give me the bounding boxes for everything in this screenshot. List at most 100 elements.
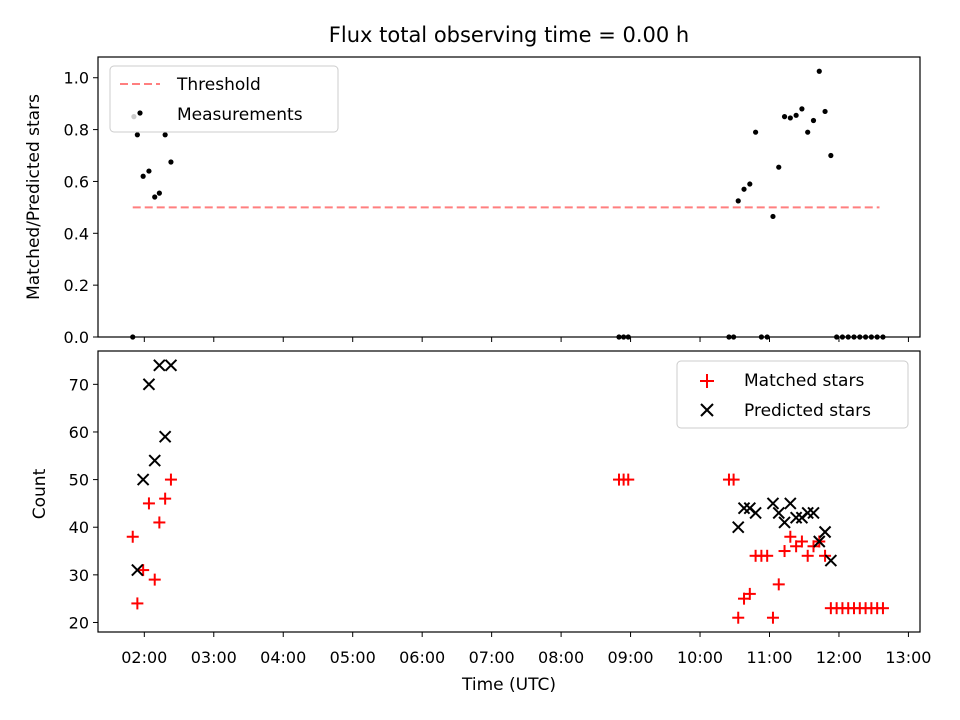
bottom-x-tick-label: 13:00 <box>885 648 931 667</box>
bottom-panel-marks <box>126 359 889 624</box>
measurements-point <box>787 115 793 121</box>
predicted-stars-point <box>801 506 814 520</box>
predicted-stars-point <box>784 497 797 510</box>
bottom-y-tick-label: 20 <box>69 613 89 632</box>
matched-stars-point <box>732 611 745 624</box>
matched-stars-point <box>159 492 172 505</box>
measurements-point <box>805 129 811 135</box>
measurements-point <box>793 112 799 118</box>
matched-stars-point <box>137 564 150 577</box>
predicted-stars-point <box>807 506 820 520</box>
bottom-y-tick-label: 70 <box>69 375 89 394</box>
predicted-stars-point <box>789 511 803 524</box>
top-y-tick-label: 0.0 <box>64 328 89 347</box>
matched-stars-point <box>778 545 791 558</box>
legend-measurements-label: Measurements <box>177 105 303 125</box>
legend-matched-swatch <box>700 374 714 388</box>
top-y-tick-label: 1.0 <box>64 69 89 88</box>
measurements-point <box>753 129 759 135</box>
bottom-x-tick-label: 07:00 <box>469 648 515 667</box>
predicted-stars-point <box>158 430 172 443</box>
predicted-stars-point <box>153 359 166 372</box>
predicted-stars-point <box>824 554 838 567</box>
measurements-point <box>776 164 782 170</box>
matched-stars-point <box>876 602 889 615</box>
measurements-point <box>770 213 776 220</box>
top-y-axis-label: Matched/Predicted stars <box>24 94 44 300</box>
matched-stars-point <box>766 611 779 624</box>
bottom-legend: Matched stars Predicted stars <box>676 360 909 429</box>
measurements-point <box>134 132 140 138</box>
x-axis-label: Time (UTC) <box>461 675 556 695</box>
bottom-panel-ticks: 20 30 40 50 60 70 02:00 03:00 04:00 05:00 06:00 07:… <box>69 375 932 667</box>
predicted-stars-point <box>131 563 144 577</box>
matched-stars-point <box>148 573 161 586</box>
bottom-x-tick-label: 03:00 <box>191 648 237 667</box>
matched-stars-point <box>743 587 756 600</box>
matched-stars-point <box>153 516 166 529</box>
measurements-point <box>168 159 174 165</box>
bottom-x-tick-label: 11:00 <box>746 648 792 667</box>
bottom-x-tick-label: 09:00 <box>608 648 654 667</box>
bottom-x-tick-label: 04:00 <box>260 648 306 667</box>
bottom-x-tick-label: 02:00 <box>121 648 167 667</box>
matched-stars-point <box>727 473 740 486</box>
matched-stars-point <box>772 578 785 591</box>
predicted-stars-point <box>142 378 156 391</box>
measurements-point <box>781 114 788 120</box>
bottom-panel-frame <box>97 350 921 633</box>
bottom-x-tick-label: 10:00 <box>677 648 723 667</box>
bottom-x-tick-label: 05:00 <box>330 648 376 667</box>
top-panel-frame <box>97 56 921 338</box>
measurements-point <box>816 68 822 74</box>
measurements-point <box>735 198 741 204</box>
predicted-stars-point <box>136 473 150 486</box>
legend-threshold-label: Threshold <box>176 75 261 95</box>
measurements-point <box>828 152 834 159</box>
chart-title: Flux total observing time = 0.00 h <box>329 23 689 47</box>
predicted-stars-point <box>737 501 751 515</box>
top-legend: Threshold Measurements <box>109 65 339 133</box>
predicted-stars-point <box>766 497 780 510</box>
bottom-y-tick-label: 30 <box>69 566 89 585</box>
legend-predicted-label: Predicted stars <box>744 401 871 421</box>
bottom-y-tick-label: 60 <box>69 423 89 442</box>
measurements-point <box>140 173 146 179</box>
measurements-point <box>156 190 162 196</box>
measurements-point <box>810 117 817 124</box>
predicted-stars-point <box>818 525 832 539</box>
matched-stars-point <box>142 497 155 510</box>
bottom-y-axis-label: Count <box>30 468 50 519</box>
matched-stars-point <box>164 473 177 486</box>
measurements-point <box>799 106 805 112</box>
predicted-stars-point <box>148 454 161 467</box>
top-panel-marks <box>130 68 886 340</box>
matched-stars-point <box>795 535 808 548</box>
measurements-point <box>747 181 753 187</box>
legend-predicted-swatch <box>700 403 714 417</box>
matched-stars-point <box>761 549 774 562</box>
predicted-stars-point <box>813 535 826 548</box>
top-y-tick-label: 0.4 <box>64 224 89 243</box>
matched-stars-point <box>131 597 144 610</box>
predicted-stars-point <box>732 521 745 534</box>
predicted-stars-point <box>772 506 785 520</box>
top-y-tick-label: 0.8 <box>64 121 89 140</box>
matched-stars-point <box>784 530 797 543</box>
predicted-stars-point <box>778 516 791 529</box>
bottom-y-tick-label: 50 <box>69 471 89 490</box>
legend-measurements-swatch <box>137 110 143 116</box>
measurements-point <box>162 132 168 138</box>
top-panel-ticks: 0.0 0.2 0.4 0.6 0.8 1.0 <box>64 69 909 347</box>
measurements-point <box>152 194 158 200</box>
top-y-tick-label: 0.6 <box>64 172 89 191</box>
legend-matched-label: Matched stars <box>744 371 864 391</box>
bottom-x-tick-label: 12:00 <box>816 648 862 667</box>
measurements-point <box>146 168 152 174</box>
predicted-stars-point <box>164 359 178 372</box>
measurements-point <box>741 186 747 192</box>
predicted-stars-point <box>749 506 762 520</box>
bottom-y-tick-label: 40 <box>69 518 89 537</box>
bottom-x-tick-label: 08:00 <box>538 648 584 667</box>
